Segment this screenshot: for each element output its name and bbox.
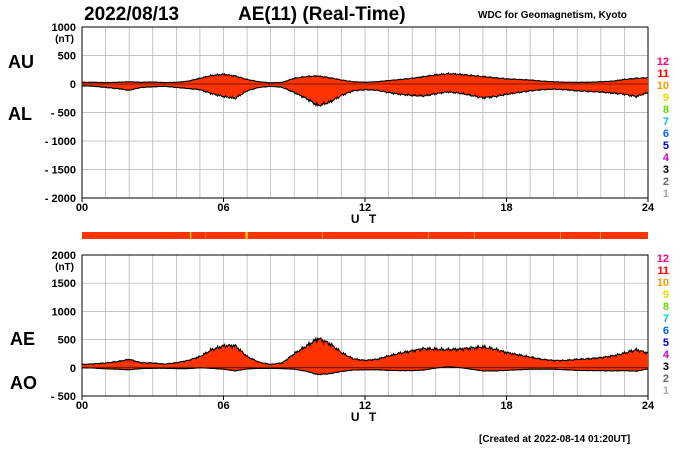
panel1-unit-label: (nT) (55, 34, 74, 45)
panel2-label-ae: AE (10, 329, 35, 349)
chart-date: 2022/08/13 (84, 4, 180, 25)
panel1-xtick-label: 24 (642, 202, 655, 214)
panel1-series-al (81, 85, 649, 108)
panel2-unit-label: (nT) (55, 262, 74, 273)
panel2-xtick-label: 24 (642, 400, 655, 412)
panel1-ytick-label: 500 (58, 51, 76, 63)
panel1-station-level-10: 10 (657, 80, 669, 92)
panel2-station-level-11: 11 (657, 265, 669, 277)
panel2-station-level-3: 3 (663, 361, 669, 373)
panel1-xtick-label: 12 (359, 202, 371, 214)
panel1-ytick-label: - 1500 (45, 165, 76, 177)
panel2-station-level-5: 5 (663, 337, 669, 349)
panel1-xtick-label: 06 (217, 202, 229, 214)
panel1-station-level-7: 7 (663, 116, 669, 128)
station-coverage-gap (474, 232, 475, 239)
station-coverage-gap (600, 232, 601, 239)
panel2-xtick-label: 12 (359, 400, 371, 412)
panel2-band-fill (82, 337, 648, 375)
panel2-label-ao: AO (10, 373, 37, 393)
panel1-ytick-label: - 500 (51, 108, 76, 120)
panel1-station-level-6: 6 (663, 128, 669, 140)
panel1-series-au (81, 72, 648, 84)
panel2-station-level-6: 6 (663, 325, 669, 337)
panel2-series-ae (81, 336, 649, 366)
station-coverage-gap (205, 232, 206, 239)
panel2-station-level-12: 12 (657, 253, 669, 265)
panel2-xtick-label: 06 (217, 400, 229, 412)
panel1-label-al: AL (8, 104, 32, 124)
panel2-ytick-label: 2000 (52, 250, 76, 262)
panel1-station-level-4: 4 (663, 152, 670, 164)
panel1-xaxis-label: U T (351, 212, 379, 226)
panel1-xtick-label: 18 (500, 202, 512, 214)
panel2-xaxis-label: U T (351, 410, 379, 424)
panel1-station-level-3: 3 (663, 164, 669, 176)
panel1-ytick-label: 1000 (52, 22, 76, 34)
station-coverage-bar (82, 232, 648, 239)
panel2-xtick-label: 00 (76, 400, 88, 412)
panel2-ytick-label: 0 (70, 363, 76, 375)
panel2-station-level-2: 2 (663, 373, 669, 385)
panel2-station-level-10: 10 (657, 277, 669, 289)
panel2-station-level-1: 1 (663, 385, 669, 397)
chart-title: AE(11) (Real-Time) (238, 4, 406, 25)
panel1-station-level-12: 12 (657, 56, 669, 68)
panel1-ytick-label: - 1000 (45, 136, 76, 148)
created-timestamp: [Created at 2022-08-14 01:20UT] (479, 434, 631, 445)
panel1-label-au: AU (8, 52, 34, 72)
panel1-ytick-label: - 2000 (45, 193, 76, 205)
station-coverage-marker (245, 232, 248, 239)
station-coverage-gap (428, 232, 429, 239)
panel1-station-level-5: 5 (663, 140, 669, 152)
panel2-ytick-label: - 500 (51, 391, 76, 403)
organization-label: WDC for Geomagnetism, Kyoto (478, 10, 627, 21)
panel2-station-level-8: 8 (663, 301, 669, 313)
panel2-station-level-4: 4 (663, 349, 670, 361)
panel2-station-level-9: 9 (663, 289, 669, 301)
panel1-band-fill (82, 72, 648, 107)
panel2-ytick-label: 1000 (52, 306, 76, 318)
panel1-station-level-2: 2 (663, 176, 669, 188)
station-coverage-gap (322, 232, 323, 239)
station-coverage-gap (560, 232, 561, 239)
panel1-station-level-8: 8 (663, 104, 669, 116)
station-coverage-marker (190, 232, 192, 239)
panel1-station-level-11: 11 (657, 68, 669, 80)
panel1-station-level-1: 1 (663, 188, 669, 200)
panel1-station-level-9: 9 (663, 92, 669, 104)
panel2-station-level-7: 7 (663, 313, 669, 325)
panel1-ytick-label: 0 (70, 79, 76, 91)
panel2-xtick-label: 18 (500, 400, 512, 412)
panel2-series-ao (82, 366, 649, 376)
panel2-ytick-label: 1500 (52, 278, 76, 290)
panel1-xtick-label: 00 (76, 202, 88, 214)
panel2-ytick-label: 500 (58, 335, 76, 347)
